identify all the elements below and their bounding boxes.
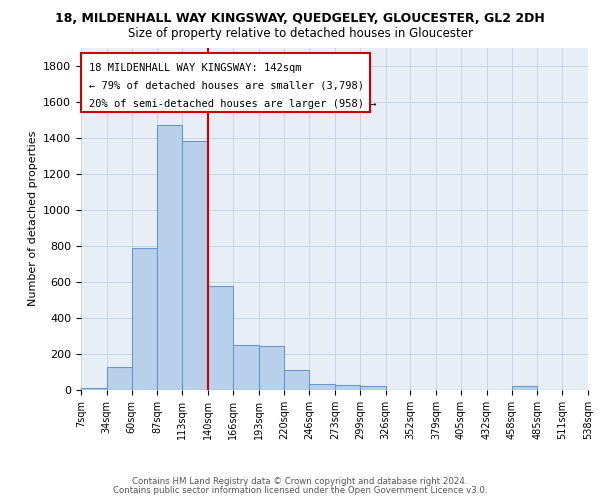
Bar (208, 286, 233, 390)
Text: 18 MILDENHALL WAY KINGSWAY: 142sqm: 18 MILDENHALL WAY KINGSWAY: 142sqm (89, 63, 301, 73)
Bar (233, 345, 259, 390)
Text: Contains HM Land Registry data © Crown copyright and database right 2024.: Contains HM Land Registry data © Crown c… (132, 477, 468, 486)
Bar (360, 386, 386, 390)
Text: 20% of semi-detached houses are larger (958) →: 20% of semi-detached houses are larger (… (89, 99, 376, 109)
Text: 18, MILDENHALL WAY KINGSWAY, QUEDGELEY, GLOUCESTER, GL2 2DH: 18, MILDENHALL WAY KINGSWAY, QUEDGELEY, … (55, 12, 545, 26)
Bar (131, 248, 157, 390)
Bar (81, 388, 107, 390)
Text: Contains public sector information licensed under the Open Government Licence v3: Contains public sector information licen… (113, 486, 487, 495)
FancyBboxPatch shape (81, 53, 370, 112)
Bar (512, 386, 538, 390)
Bar (335, 386, 360, 390)
Bar (284, 370, 309, 390)
Bar (157, 125, 182, 390)
Bar (182, 141, 208, 390)
Text: Size of property relative to detached houses in Gloucester: Size of property relative to detached ho… (128, 28, 473, 40)
Y-axis label: Number of detached properties: Number of detached properties (28, 131, 38, 306)
Bar (309, 384, 335, 390)
Bar (259, 346, 284, 390)
Text: ← 79% of detached houses are smaller (3,798): ← 79% of detached houses are smaller (3,… (89, 81, 364, 91)
Bar (107, 366, 131, 390)
